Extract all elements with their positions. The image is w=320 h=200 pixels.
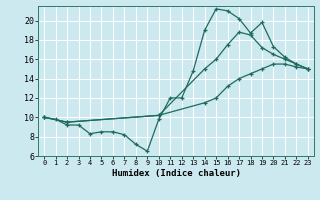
X-axis label: Humidex (Indice chaleur): Humidex (Indice chaleur) <box>111 169 241 178</box>
